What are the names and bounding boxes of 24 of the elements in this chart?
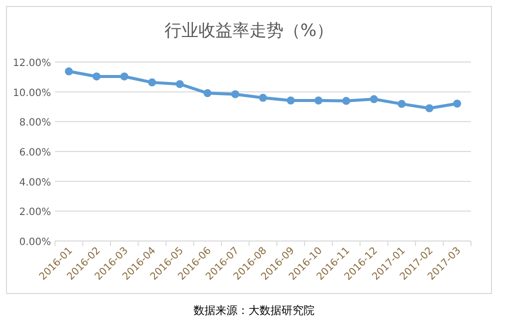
point [314, 96, 322, 104]
y-tick-label: 12.00% [12, 58, 51, 69]
chart-title: 行业收益率走势（%） [164, 21, 334, 41]
y-tick-label: 8.00% [19, 118, 51, 129]
y-tick-label: 0.00% [19, 237, 51, 248]
point [398, 100, 406, 108]
point [342, 96, 350, 105]
point [204, 89, 212, 98]
source-note: 数据来源：大数据研究院 [194, 304, 314, 317]
y-tick-label: 6.00% [19, 148, 51, 158]
point [148, 78, 156, 86]
point [259, 94, 267, 102]
y-tick-label: 2.00% [19, 207, 51, 218]
y-tick-label: 10.00% [12, 88, 51, 99]
point [286, 96, 295, 104]
point [231, 90, 240, 98]
y-tick-label: 4.00% [19, 177, 51, 188]
point [92, 72, 101, 80]
point [453, 100, 462, 108]
point [176, 80, 184, 88]
point [425, 104, 434, 112]
point [120, 72, 128, 80]
point [370, 95, 378, 104]
point [64, 67, 73, 76]
